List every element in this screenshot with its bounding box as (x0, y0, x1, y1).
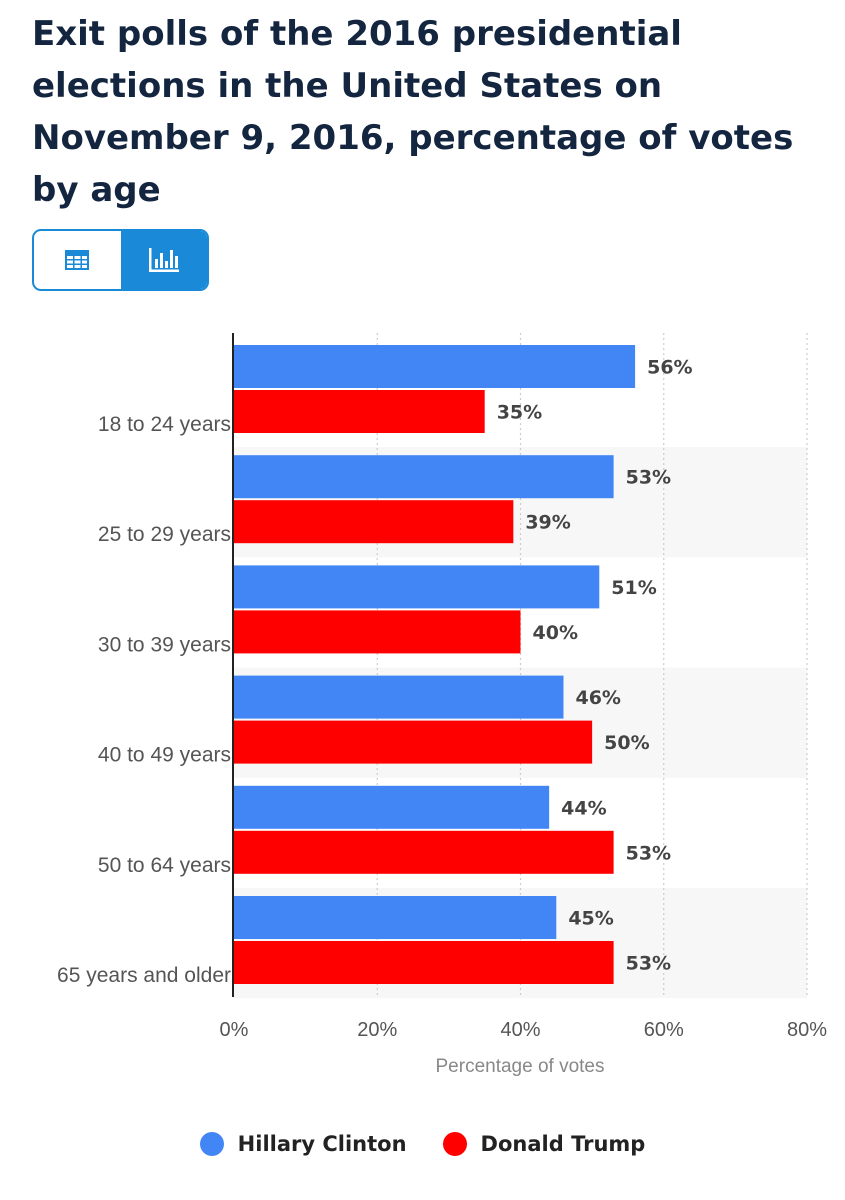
category-label: 18 to 24 years (98, 413, 231, 436)
value-label: 44% (561, 797, 606, 819)
category-label: 40 to 49 years (98, 744, 231, 767)
value-label: 53% (626, 842, 671, 864)
x-tick-label: 0% (220, 1019, 249, 1041)
value-label: 46% (575, 687, 620, 709)
bar-donald-trump-65-years-and-older[interactable] (234, 941, 614, 984)
value-label: 35% (497, 402, 542, 424)
value-label: 53% (626, 953, 671, 975)
bar-hillary-clinton-25-to-29-years[interactable] (234, 455, 614, 499)
value-label: 45% (568, 908, 613, 930)
bar-donald-trump-25-to-29-years[interactable] (234, 500, 514, 544)
legend-marker-clinton (199, 1132, 224, 1156)
legend-item-trump[interactable]: Donald Trump (442, 1132, 646, 1156)
value-label: 50% (604, 732, 649, 754)
legend-item-clinton[interactable]: Hillary Clinton (199, 1132, 407, 1156)
value-label: 40% (533, 622, 578, 644)
chart-view-button[interactable] (120, 231, 207, 289)
value-label: 53% (626, 467, 671, 489)
x-tick-label: 40% (500, 1019, 540, 1041)
x-axis-title: Percentage of votes (436, 1056, 605, 1077)
bar-donald-trump-40-to-49-years[interactable] (234, 720, 593, 764)
legend-marker-trump (442, 1132, 467, 1156)
bar-donald-trump-18-to-24-years[interactable] (234, 390, 485, 433)
value-label: 39% (525, 512, 570, 534)
bar-donald-trump-30-to-39-years[interactable] (234, 610, 521, 654)
bar-hillary-clinton-65-years-and-older[interactable] (234, 896, 557, 939)
x-tick-label: 80% (787, 1019, 827, 1041)
legend-label-clinton: Hillary Clinton (237, 1132, 407, 1156)
view-toggle (32, 229, 209, 291)
bar-chart-icon (148, 248, 179, 272)
legend: Hillary Clinton Donald Trump (0, 1124, 845, 1164)
category-label: 65 years and older (57, 964, 231, 987)
value-label: 56% (647, 357, 692, 379)
bar-chart: 56% 35% 53% 39% 51% 40% 46% 50% 44% 53% 45% 53% 18 … (57, 333, 827, 1077)
category-label: 25 to 29 years (98, 523, 231, 546)
bar-hillary-clinton-40-to-49-years[interactable] (234, 675, 564, 719)
bar-hillary-clinton-30-to-39-years[interactable] (234, 565, 600, 609)
table-view-button[interactable] (34, 231, 121, 289)
category-label: 50 to 64 years (98, 854, 231, 877)
bar-donald-trump-50-to-64-years[interactable] (234, 830, 614, 874)
category-label: 30 to 39 years (98, 633, 231, 656)
x-tick-label: 60% (644, 1019, 684, 1041)
table-icon (65, 250, 90, 270)
legend-label-trump: Donald Trump (480, 1132, 646, 1156)
bar-hillary-clinton-50-to-64-years[interactable] (234, 785, 550, 829)
bar-hillary-clinton-18-to-24-years[interactable] (234, 345, 636, 388)
x-tick-label: 20% (357, 1019, 397, 1041)
chart-title: Exit polls of the 2016 presidential elec… (32, 14, 794, 210)
value-label: 51% (611, 577, 656, 599)
